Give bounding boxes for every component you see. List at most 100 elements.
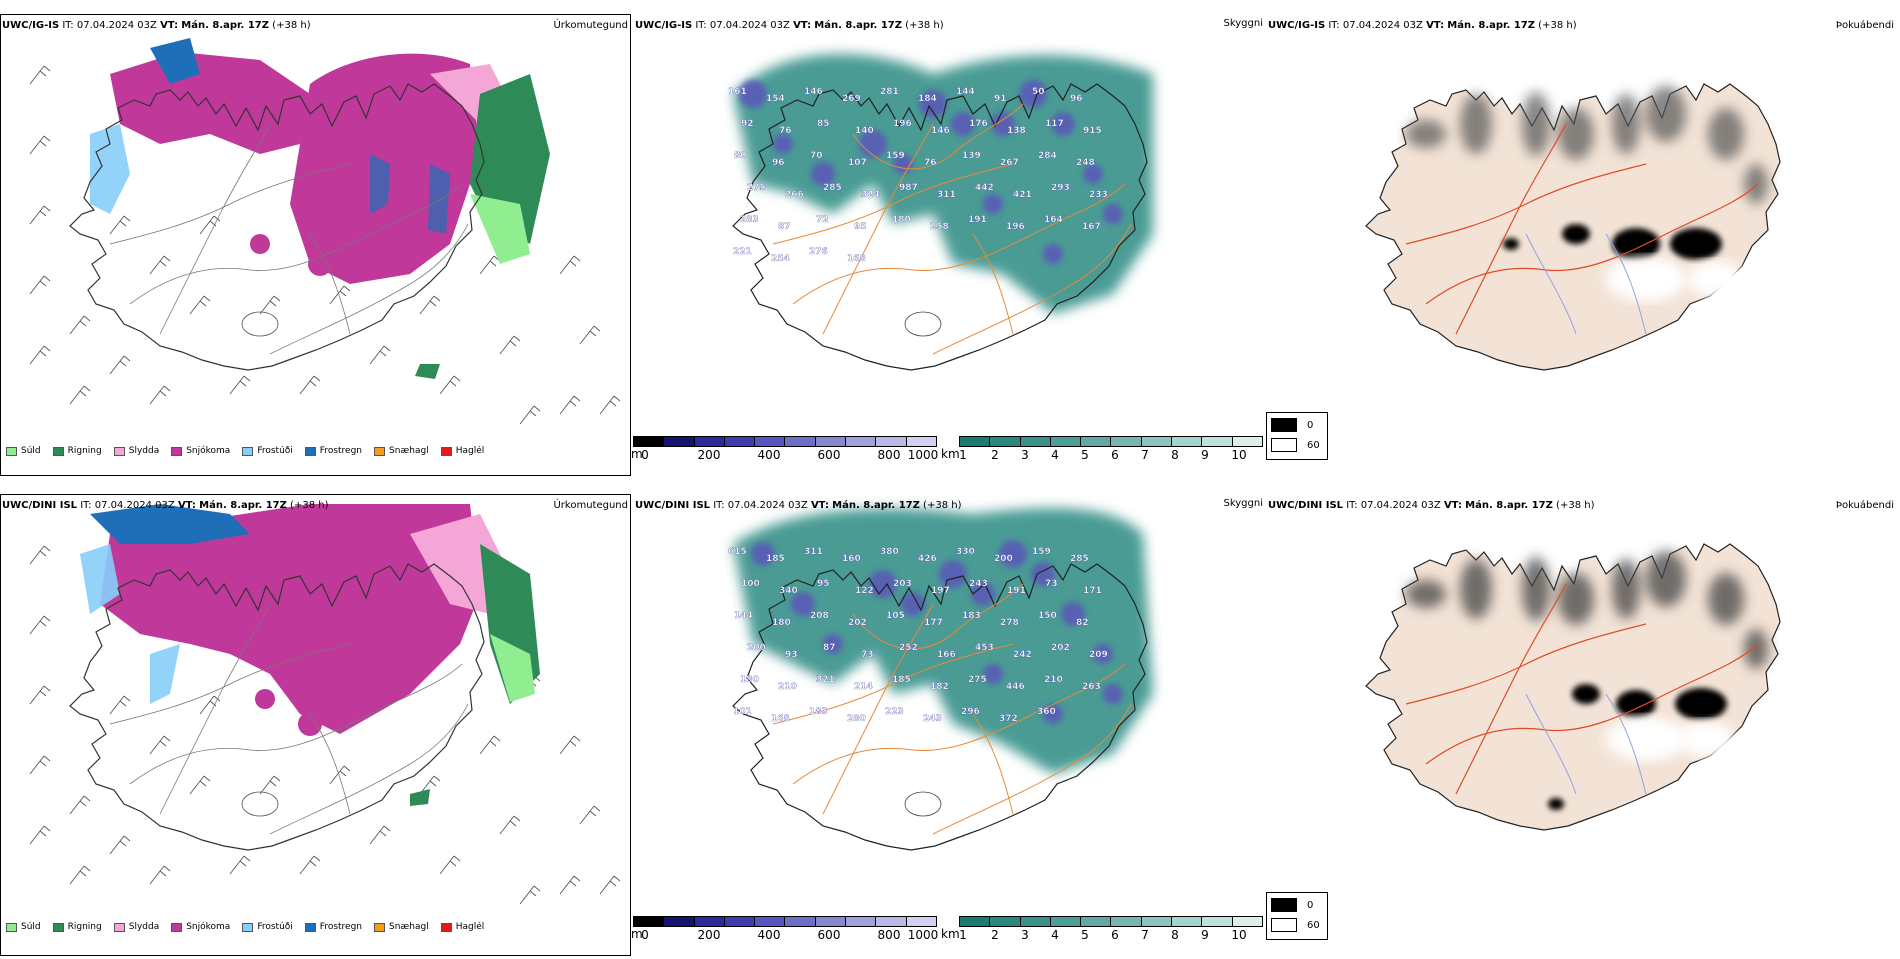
cloud-height-label: 426	[918, 554, 937, 564]
cloud-height-label: 191	[968, 215, 987, 225]
cloud-height-label: 321	[816, 675, 835, 685]
colorbar-cell	[1081, 917, 1112, 926]
cloud-base-map-ig: 161 154 146 269 281 184 144 91 50 96 92 76 85 140 196 1…	[728, 14, 1265, 479]
cloud-height-label: 85	[817, 119, 830, 129]
fog-indicator-panel-ig: UWC/IG-IS IT: 07.04.2024 03Z VT: Mán. 8.…	[1266, 14, 1898, 479]
cloud-height-label: 180	[740, 675, 759, 685]
legend-item-snow-pellets: Snæhagl	[374, 446, 429, 456]
cloud-height-label: 284	[1038, 151, 1057, 161]
cloud-height-label: 164	[1044, 215, 1063, 225]
legend-swatch	[440, 446, 452, 456]
cloud-height-label: 139	[962, 151, 981, 161]
cloud-height-label: 50	[1032, 87, 1045, 97]
panel-title: UWC/DINI ISL IT: 07.04.2024 03Z VT: Mán.…	[2, 500, 329, 511]
cloud-height-label: 154	[766, 94, 785, 104]
legend-swatch	[304, 446, 316, 456]
cloud-height-label: 96	[772, 158, 785, 168]
cloud-height-label: 281	[880, 87, 899, 97]
field-name-precip: Úrkomutegund	[553, 500, 628, 511]
cloud-height-label: 176	[969, 119, 988, 129]
colorbar-unit: km	[941, 927, 960, 941]
legend-item-freezing-rain: Frostregn	[304, 922, 362, 932]
cloud-height-label: 93	[785, 650, 798, 660]
cloud-height-label: 275	[968, 675, 987, 685]
cloud-height-label: 73	[1045, 579, 1058, 589]
cloud-height-label: 92	[741, 119, 754, 129]
colorbar-cell	[1232, 917, 1262, 926]
panel-title: UWC/DINI ISL IT: 07.04.2024 03Z VT: Mán.…	[1268, 500, 1595, 511]
legend-swatch	[374, 922, 386, 932]
colorbar-cell	[1111, 917, 1142, 926]
precip-map-frame	[0, 14, 631, 476]
cloud-height-label: 197	[931, 586, 950, 596]
cloud-height-label: 248	[1076, 158, 1095, 168]
fog-legend: 0 60	[1266, 412, 1328, 460]
cloud-height-label: 91	[994, 94, 1007, 104]
cloud-height-label: 161	[728, 87, 747, 97]
legend-swatch	[304, 922, 316, 932]
legend-item-freezing-drizzle: Frostúði	[242, 446, 293, 456]
cloud-height-label: 278	[1000, 618, 1019, 628]
cloud-height-label: 311	[937, 190, 956, 200]
cloud-height-label: 987	[899, 183, 918, 193]
cloud-height-label: 202	[848, 618, 867, 628]
field-name-fog: Þokuábendi	[1835, 500, 1894, 511]
precip-type-panel-dini: UWC/DINI ISL IT: 07.04.2024 03Z VT: Mán.…	[0, 494, 632, 959]
colorbar-cell	[785, 917, 816, 926]
cloud-height-label: 95	[854, 222, 867, 232]
cloud-height-label: 372	[999, 714, 1018, 724]
colorbar-strip	[633, 436, 937, 447]
colorbar-cell	[755, 437, 786, 446]
cloud-height-label: 453	[975, 643, 994, 653]
cloud-height-label: 208	[810, 611, 829, 621]
cloud-height-label: 76	[924, 158, 937, 168]
precip-legend: Súld Rigning Slydda Snjókoma Frostúði Fr…	[6, 922, 484, 932]
field-name-cloud: Skyggni	[1223, 18, 1263, 29]
cloud-height-label: 101	[733, 707, 752, 717]
cloud-height-label: 615	[728, 547, 747, 557]
cloud-height-label: 105	[886, 611, 905, 621]
cloud-height-label: 210	[778, 682, 797, 692]
cloud-height-label: 76	[779, 126, 792, 136]
colorbar-unit: km	[941, 447, 960, 461]
cloud-height-label: 182	[930, 682, 949, 692]
cloud-height-label: 87	[823, 643, 836, 653]
legend-swatch	[52, 446, 64, 456]
fog-map-ig	[1266, 14, 1898, 479]
legend-swatch	[171, 922, 183, 932]
panel-title: UWC/IG-IS IT: 07.04.2024 03Z VT: Mán. 8.…	[2, 20, 311, 31]
cloud-height-label: 915	[1083, 126, 1102, 136]
fog-legend-row: 60	[1271, 918, 1320, 932]
cloud-height-label: 266	[785, 190, 804, 200]
fog-legend-row: 0	[1271, 898, 1313, 912]
panel-title: UWC/IG-IS IT: 07.04.2024 03Z VT: Mán. 8.…	[635, 20, 944, 31]
cloud-height-label: 252	[899, 643, 918, 653]
colorbar-cell	[906, 917, 936, 926]
panel-title: UWC/DINI ISL IT: 07.04.2024 03Z VT: Mán.…	[635, 500, 962, 511]
cloud-height-label: 168	[771, 714, 790, 724]
cloud-height-label: 117	[1045, 119, 1064, 129]
cloud-height-label: 243	[969, 579, 988, 589]
legend-item-freezing-drizzle: Frostúði	[242, 922, 293, 932]
colorbar-cell	[990, 917, 1021, 926]
cloud-height-label: 80	[734, 151, 747, 161]
cloud-height-label: 166	[937, 650, 956, 660]
colorbar-cell	[876, 437, 907, 446]
cloud-height-label: 276	[809, 247, 828, 257]
colorbar-cell	[960, 917, 991, 926]
cloud-height-label: 233	[1089, 190, 1108, 200]
cloud-height-label: 107	[848, 158, 867, 168]
colorbar-cell	[960, 437, 991, 446]
legend-item-rain: Rigning	[52, 446, 102, 456]
fog-legend-swatch	[1271, 418, 1297, 432]
cloud-height-label: 296	[961, 707, 980, 717]
cloud-height-label: 180	[772, 618, 791, 628]
colorbar-cell	[724, 917, 756, 926]
fog-indicator-panel-dini: UWC/DINI ISL IT: 07.04.2024 03Z VT: Mán.…	[1266, 494, 1898, 959]
colorbar-cell	[990, 437, 1021, 446]
cloud-height-label: 263	[1082, 682, 1101, 692]
colorbar-cell	[1020, 437, 1051, 446]
precip-legend: Súld Rigning Slydda Snjókoma Frostúði Fr…	[6, 446, 484, 456]
fog-legend-swatch	[1271, 898, 1297, 912]
cloud-height-label: 223	[885, 707, 904, 717]
